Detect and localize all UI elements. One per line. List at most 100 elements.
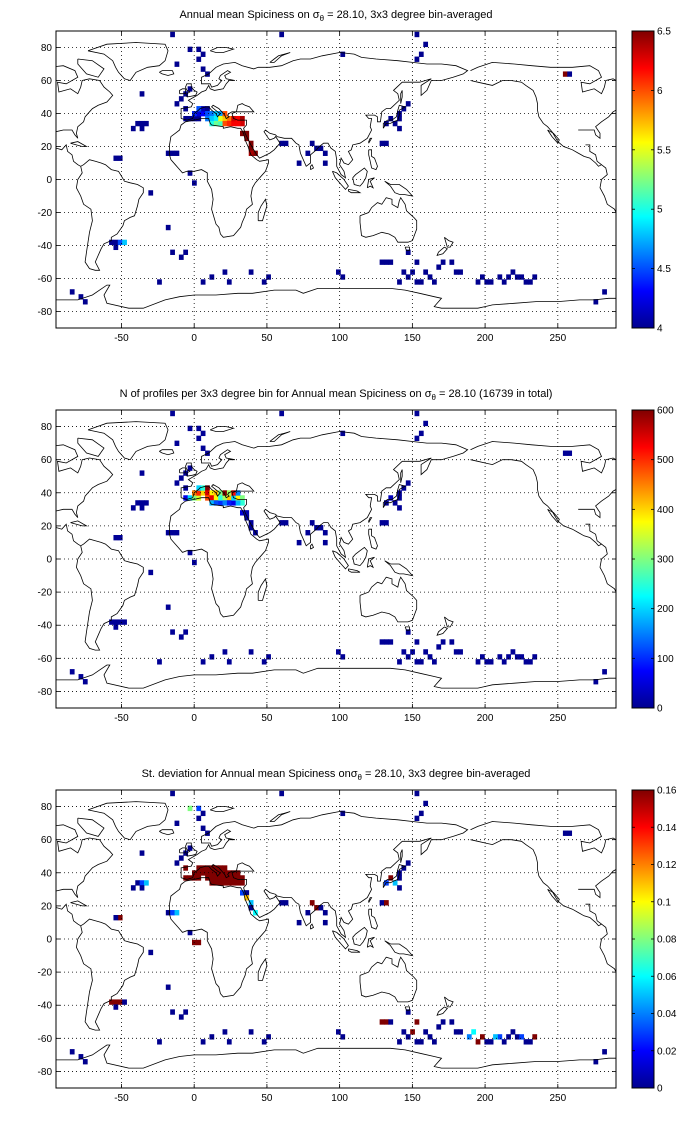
heatmap-cell (135, 500, 141, 506)
heatmap-cell (226, 120, 232, 127)
heatmap-cell (117, 534, 123, 541)
heatmap-cell (200, 279, 206, 285)
coastline (87, 421, 169, 461)
heatmap-cell (405, 860, 411, 866)
heatmap-cell (244, 515, 250, 521)
coastline (578, 489, 616, 519)
heatmap-cell (109, 999, 114, 1005)
y-tick-label: 80 (41, 43, 53, 54)
heatmap-cell (113, 534, 119, 541)
heatmap-cell (178, 475, 184, 481)
heatmap-cell (397, 125, 402, 132)
heatmap-cell (165, 910, 171, 916)
x-tick-label: -50 (114, 1093, 129, 1104)
heatmap-cell (392, 880, 398, 886)
heatmap-cell (506, 1034, 511, 1040)
heatmap-cell (240, 500, 245, 506)
coastline (352, 926, 368, 947)
heatmap-cell (593, 299, 599, 305)
heatmap-cell (130, 505, 136, 511)
heatmap-cell (244, 895, 250, 901)
heatmap-cell (222, 880, 228, 886)
heatmap-cell (196, 425, 202, 432)
y-tick-label: -20 (38, 968, 53, 979)
heatmap-cell (213, 120, 219, 127)
coastline (332, 550, 349, 570)
heatmap-cell (423, 800, 429, 807)
heatmap-cell (240, 880, 245, 886)
heatmap-cell (336, 269, 341, 275)
y-tick-label: -20 (38, 208, 53, 219)
heatmap-cell (309, 900, 315, 906)
heatmap-cell (322, 539, 328, 546)
heatmap-cell (183, 1009, 189, 1015)
heatmap-cell (213, 865, 219, 871)
heatmap-cell (397, 875, 402, 881)
heatmap-cell (314, 905, 319, 911)
heatmap-cell (562, 830, 568, 836)
y-tick-label: 20 (41, 901, 53, 912)
y-tick-label: 60 (41, 76, 53, 87)
heatmap-cell (423, 269, 429, 275)
coastline (384, 940, 414, 957)
heatmap-cell (458, 649, 463, 655)
coastline (470, 459, 616, 593)
heatmap-cell (200, 810, 206, 817)
heatmap-cell (165, 224, 171, 231)
coastline (547, 508, 560, 524)
y-tick-label: 0 (46, 175, 52, 186)
heatmap-cell (410, 269, 415, 275)
heatmap-cell (283, 140, 289, 147)
heatmap-cell (218, 875, 223, 881)
x-tick-label: 0 (191, 1093, 197, 1104)
heatmap-cell (414, 815, 420, 822)
heatmap-cell (82, 299, 88, 305)
x-tick-label: 100 (331, 713, 348, 724)
coastline (368, 517, 373, 523)
heatmap-cell (117, 155, 123, 161)
heatmap-cell (213, 495, 219, 501)
heatmap-cell (148, 949, 154, 956)
coastline (180, 811, 469, 939)
heatmap-cell (384, 140, 389, 147)
colorbar-tick-label: 5.5 (657, 145, 671, 156)
heatmap-cell (240, 510, 245, 516)
coastline (180, 431, 469, 559)
heatmap-cell (405, 629, 411, 635)
coastline (269, 52, 291, 63)
x-tick-label: 50 (261, 333, 273, 344)
coastline (547, 888, 560, 904)
heatmap-cell (139, 91, 145, 97)
coastline (470, 80, 616, 213)
heatmap-cell (523, 1039, 529, 1045)
heatmap-cell (261, 279, 267, 285)
heatmap-cell (475, 279, 481, 285)
heatmap-cell (226, 495, 232, 501)
heatmap-cell (122, 999, 127, 1005)
coastline (404, 246, 410, 251)
heatmap-cell (174, 61, 180, 67)
heatmap-cell (279, 140, 285, 147)
heatmap-cell (187, 46, 193, 53)
heatmap-cell (139, 470, 145, 476)
coastline (257, 957, 268, 981)
heatmap-cell (231, 120, 237, 127)
heatmap-cell (401, 106, 407, 112)
heatmap-cell (528, 279, 533, 285)
coastline (368, 149, 378, 171)
heatmap-cell (279, 31, 285, 38)
y-tick-label: 20 (41, 521, 53, 532)
heatmap-cell (423, 1029, 429, 1035)
heatmap-cell (139, 880, 145, 886)
y-tick-label: 0 (46, 555, 52, 566)
heatmap-cell (532, 1034, 538, 1040)
heatmap-cell (205, 870, 210, 876)
heatmap-cell (78, 294, 84, 300)
heatmap-cell (187, 495, 193, 501)
heatmap-cell (340, 274, 346, 280)
x-tick-label: 0 (191, 713, 197, 724)
heatmap-cell (226, 659, 232, 665)
heatmap-cell (205, 106, 210, 112)
x-tick-label: 250 (549, 1093, 566, 1104)
heatmap-cell (174, 910, 180, 916)
